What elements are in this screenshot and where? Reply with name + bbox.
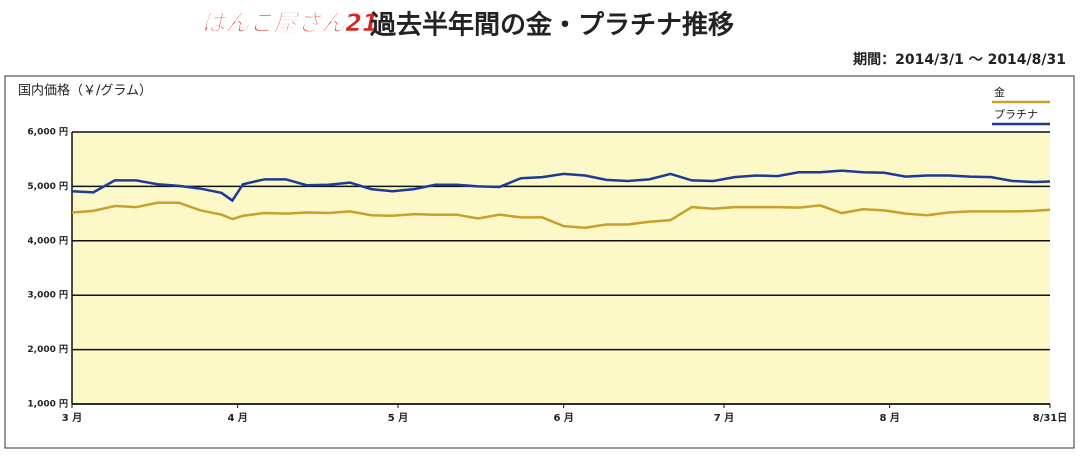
x-tick-label: 8 月	[879, 412, 899, 424]
x-tick-label: 8/31日	[1033, 412, 1068, 424]
y-tick-label: 5,000 円	[27, 181, 68, 192]
series-line	[71, 169, 1051, 203]
legend-label: 金	[994, 85, 1005, 99]
x-tick-label: 5 月	[388, 412, 408, 424]
chart-title: 過去半年間の金・プラチナ推移	[370, 10, 734, 41]
y-tick-label: 1,000 円	[27, 399, 68, 410]
x-tick-label: 4 月	[227, 412, 247, 424]
series-line	[71, 201, 1051, 230]
x-tick-label: 6 月	[553, 412, 573, 424]
x-tick-label: 3 月	[62, 412, 82, 424]
y-tick-label: 4,000 円	[27, 235, 68, 246]
y-tick-label: 3,000 円	[27, 290, 68, 301]
logo: はんこ屋さん21	[201, 9, 378, 37]
plot-area	[72, 132, 1050, 404]
y-tick-label: 2,000 円	[27, 344, 68, 355]
x-tick-label: 7 月	[714, 412, 734, 424]
legend-label: プラチナ	[994, 108, 1038, 121]
y-tick-label: 6,000 円	[27, 127, 68, 138]
chart-subtitle: 期間：2014/3/1 〜 2014/8/31	[853, 52, 1066, 68]
y-axis-label: 国内価格（￥/グラム）	[18, 83, 152, 99]
